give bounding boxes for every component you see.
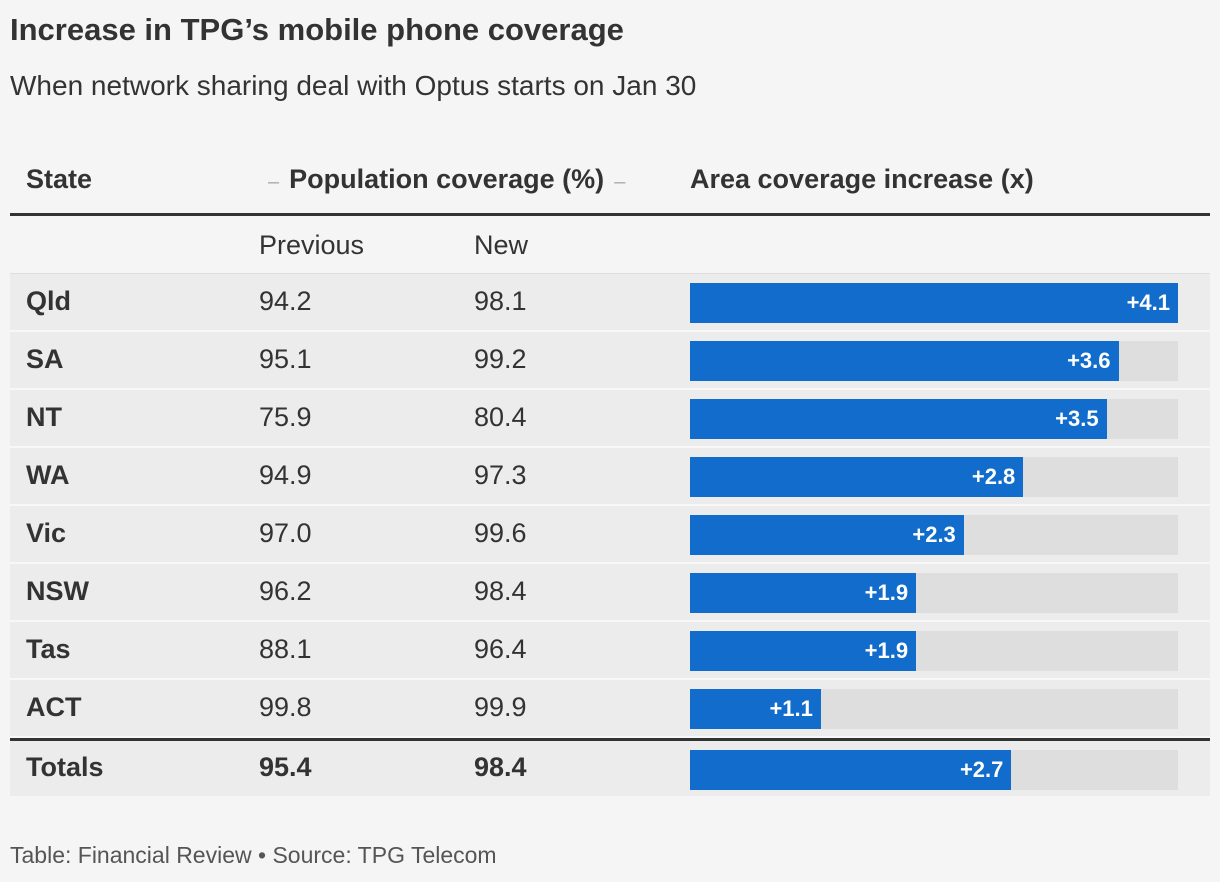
new-cell: 98.1 [474, 286, 527, 316]
bar: +2.8 [690, 457, 1024, 497]
bar: +3.6 [690, 341, 1119, 381]
bar-value-label: +2.7 [959, 757, 1004, 782]
bar: +3.5 [690, 399, 1107, 439]
subheader-new: New [474, 230, 529, 260]
previous-cell: 95.4 [259, 752, 312, 782]
totals-row: Totals 95.4 98.4 +2.7 [10, 738, 1210, 796]
table-row: NSW 96.2 98.4 +1.9 [10, 564, 1210, 622]
previous-cell: 94.2 [259, 286, 312, 316]
previous-cell: 88.1 [259, 634, 312, 664]
bar: +4.1 [690, 283, 1178, 323]
bar: +1.9 [690, 631, 917, 671]
header-dash-right: – [614, 171, 626, 193]
table-row: Vic 97.0 99.6 +2.3 [10, 506, 1210, 564]
bar-track: +2.3 [690, 515, 1178, 555]
bar: +1.9 [690, 573, 917, 613]
chart-subtitle: When network sharing deal with Optus sta… [10, 70, 697, 101]
previous-cell: 96.2 [259, 576, 312, 606]
table-row: Tas 88.1 96.4 +1.9 [10, 622, 1210, 680]
bar-value-label: +3.6 [1067, 348, 1111, 373]
table-row: ACT 99.8 99.9 +1.1 [10, 680, 1210, 738]
new-cell: 99.6 [474, 518, 527, 548]
state-cell: NSW [26, 576, 89, 606]
new-cell: 99.9 [474, 692, 527, 722]
bar-value-label: +2.8 [971, 464, 1016, 489]
state-cell: NT [26, 402, 62, 432]
bar-track: +1.9 [690, 631, 1178, 671]
state-cell: SA [26, 344, 64, 374]
bar: +2.3 [690, 515, 964, 555]
header-population-group: – Population coverage (%) – [258, 164, 635, 195]
new-cell: 97.3 [474, 460, 527, 490]
table-row: Qld 94.2 98.1 +4.1 [10, 274, 1210, 332]
subheader-previous: Previous [259, 230, 365, 260]
coverage-table: State – Population coverage (%) – Area cov… [10, 140, 1210, 796]
bar-value-label: +1.9 [864, 580, 909, 605]
new-cell: 98.4 [474, 752, 527, 782]
header-dash-left: – [268, 171, 280, 193]
previous-cell: 75.9 [259, 402, 312, 432]
new-cell: 80.4 [474, 402, 527, 432]
table-header-row: State – Population coverage (%) – Area cov… [10, 140, 1210, 216]
bar-value-label: +1.9 [864, 638, 909, 663]
bar: +1.1 [690, 689, 821, 729]
bar-track: +1.9 [690, 573, 1178, 613]
bar-value-label: +1.1 [769, 696, 813, 721]
bar-track: +4.1 [690, 283, 1178, 323]
table-totals: Totals 95.4 98.4 +2.7 [10, 738, 1210, 796]
previous-cell: 94.9 [259, 460, 312, 490]
chart-title: Increase in TPG’s mobile phone coverage [10, 12, 624, 47]
header-state: State [26, 164, 93, 194]
bar-track: +3.5 [690, 399, 1178, 439]
bar-value-label: +2.3 [912, 522, 956, 547]
new-cell: 98.4 [474, 576, 527, 606]
table-row: SA 95.1 99.2 +3.6 [10, 332, 1210, 390]
previous-cell: 99.8 [259, 692, 312, 722]
chart-source: Table: Financial Review • Source: TPG Te… [10, 842, 497, 868]
previous-cell: 97.0 [259, 518, 312, 548]
state-cell: Tas [26, 634, 71, 664]
state-cell: Qld [26, 286, 71, 316]
table-subheader-row: Previous New [10, 216, 1210, 274]
bar-track: +2.7 [690, 750, 1178, 790]
state-cell: Totals [26, 752, 104, 782]
table-row: WA 94.9 97.3 +2.8 [10, 448, 1210, 506]
new-cell: 96.4 [474, 634, 527, 664]
bar-value-label: +3.5 [1055, 406, 1099, 431]
state-cell: Vic [26, 518, 67, 548]
table-row: NT 75.9 80.4 +3.5 [10, 390, 1210, 448]
bar-track: +2.8 [690, 457, 1178, 497]
header-population-label: Population coverage (%) [289, 164, 605, 194]
bar-track: +3.6 [690, 341, 1178, 381]
new-cell: 99.2 [474, 344, 527, 374]
bar-value-label: +4.1 [1126, 290, 1170, 315]
state-cell: WA [26, 460, 70, 490]
table-body: Qld 94.2 98.1 +4.1 SA 95.1 99.2 +3.6 NT 75.9 80.4 +… [10, 274, 1210, 738]
header-area: Area coverage increase (x) [690, 164, 1034, 194]
previous-cell: 95.1 [259, 344, 312, 374]
state-cell: ACT [26, 692, 82, 722]
bar-track: +1.1 [690, 689, 1178, 729]
bar: +2.7 [690, 750, 1012, 790]
